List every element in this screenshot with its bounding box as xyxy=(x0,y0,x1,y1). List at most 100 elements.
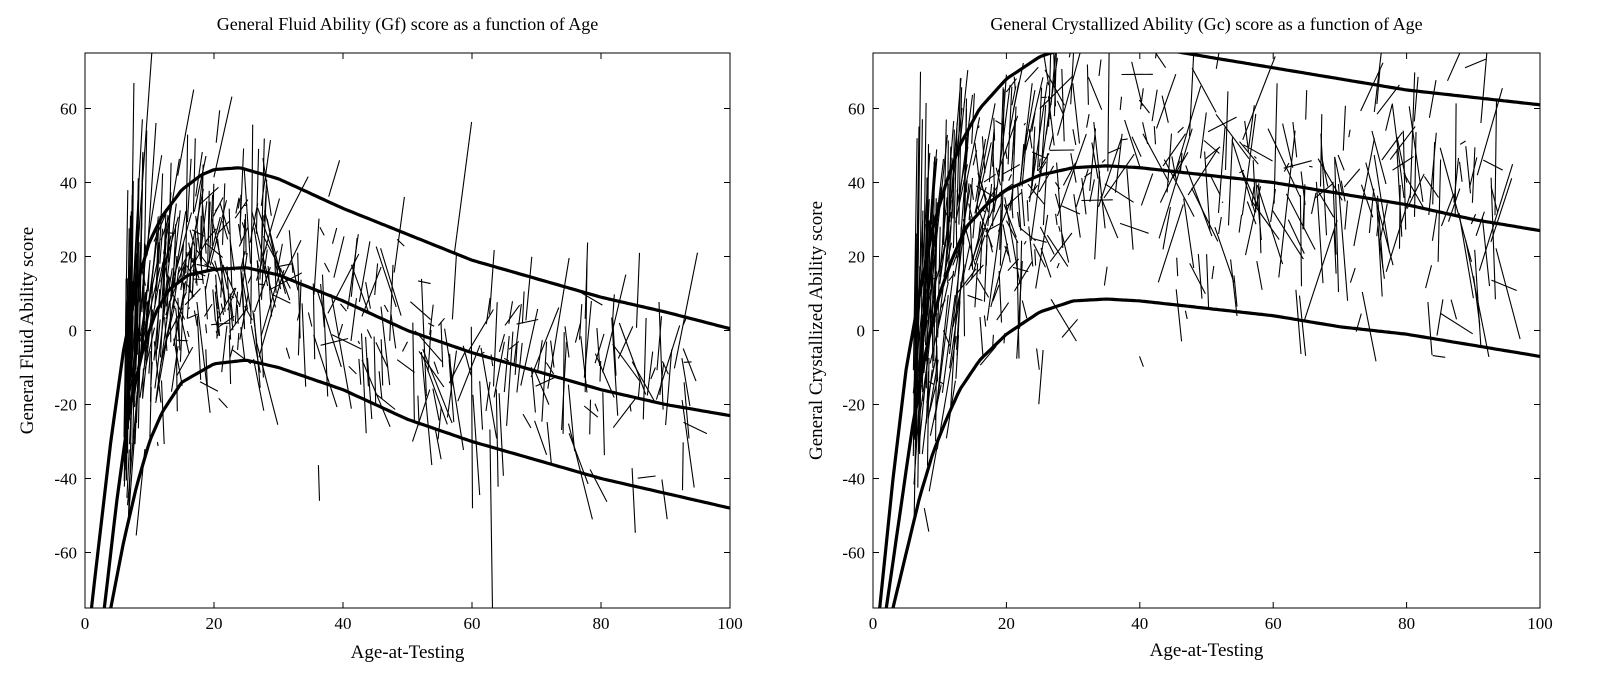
trajectory-segment xyxy=(681,442,684,491)
y-axis-label: General Fluid Ability score xyxy=(17,227,38,434)
trajectory-segment xyxy=(1348,129,1351,138)
trajectory-segment xyxy=(255,341,279,425)
trajectory-segment xyxy=(1215,53,1220,69)
trajectory-segment xyxy=(1027,183,1045,205)
trajectory-segment xyxy=(992,187,995,227)
trajectory-segment xyxy=(185,209,188,274)
trajectory-segment xyxy=(1028,82,1048,202)
trajectory-segment xyxy=(925,371,929,424)
trajectory-segment xyxy=(1100,196,1119,239)
y-tick-label: -20 xyxy=(54,396,77,415)
trajectory-segment xyxy=(241,272,246,330)
trajectory-segment xyxy=(489,429,494,608)
trajectory-segment xyxy=(205,228,217,242)
trajectory-segment xyxy=(956,301,961,356)
trajectory-segment xyxy=(194,237,198,277)
trajectory-segment xyxy=(156,319,161,350)
trajectory-segment xyxy=(467,309,494,352)
trajectory-segment xyxy=(185,251,191,292)
trajectory-segment xyxy=(1392,156,1414,171)
trajectory-segment xyxy=(937,226,941,338)
trajectory-segment xyxy=(1377,233,1385,279)
trajectory-segment xyxy=(1138,356,1144,367)
trajectory-segment xyxy=(498,393,504,476)
trajectory-segment xyxy=(1039,226,1055,255)
trajectory-segment xyxy=(1343,168,1361,188)
trajectory-segment xyxy=(1428,3,1430,17)
trajectory-segment xyxy=(999,161,1004,250)
trajectory-segment xyxy=(1185,165,1213,237)
trajectory-segment xyxy=(186,243,193,319)
trajectory-segment xyxy=(366,357,373,420)
plot-frame xyxy=(84,52,731,609)
trajectory-segment xyxy=(234,291,239,325)
trajectory-segment xyxy=(375,246,397,308)
trajectory-segment xyxy=(1056,133,1087,217)
trajectory-segment xyxy=(665,349,673,426)
trajectory-segment xyxy=(179,282,185,362)
trajectory-segment xyxy=(1038,161,1047,173)
trajectory-segment xyxy=(199,381,219,392)
trajectory-segment xyxy=(375,393,396,410)
trajectory-segment xyxy=(255,148,260,234)
mean-curve xyxy=(884,164,1540,608)
trajectory-segment xyxy=(159,228,164,264)
trajectory-segment xyxy=(187,313,198,319)
trajectory-segment xyxy=(1042,153,1049,226)
y-tick-label: 0 xyxy=(857,322,866,341)
trajectory-segment xyxy=(192,278,204,281)
trajectory-segment xyxy=(956,78,961,204)
trajectory-segment xyxy=(1373,155,1391,253)
trajectory-segment xyxy=(175,318,178,412)
trajectory-segment xyxy=(448,350,466,384)
trajectory-segment xyxy=(1158,128,1193,239)
trajectory-segment xyxy=(1238,214,1243,233)
trajectory-segment xyxy=(1086,64,1089,105)
x-tick-label: 60 xyxy=(1265,614,1282,633)
trajectory-segment xyxy=(1490,177,1496,300)
trajectory-segment xyxy=(1361,291,1377,362)
trajectory-segment xyxy=(1197,253,1203,299)
trajectory-segment xyxy=(229,239,235,271)
trajectory-segment xyxy=(155,289,161,358)
trajectory-segment xyxy=(1107,147,1122,154)
trajectory-segment xyxy=(1023,122,1026,126)
trajectory-segment xyxy=(1241,113,1257,216)
trajectory-segment xyxy=(968,203,973,220)
trajectory-segment xyxy=(434,427,442,460)
trajectory-segment xyxy=(437,317,445,326)
trajectory-segment xyxy=(1126,169,1134,250)
trajectory-segment xyxy=(1023,90,1036,154)
trajectory-segment xyxy=(188,188,204,262)
trajectory-segment xyxy=(683,382,690,439)
trajectory-segment xyxy=(215,110,221,143)
trajectory-segment xyxy=(269,272,303,291)
trajectory-segment xyxy=(1187,147,1220,196)
trajectory-segment xyxy=(970,185,974,200)
trajectory-segment xyxy=(1199,112,1207,159)
trajectory-segment xyxy=(211,183,215,246)
trajectory-segment xyxy=(472,394,481,496)
trajectory-segment xyxy=(1004,192,1022,208)
trajectory-segment xyxy=(1252,160,1257,213)
trajectory-segment xyxy=(985,222,1003,233)
trajectory-segment xyxy=(185,134,189,212)
trajectory-segment xyxy=(533,369,550,405)
trajectory-segment xyxy=(228,335,232,385)
trajectory-segment xyxy=(1204,151,1211,231)
upper-curve xyxy=(89,166,730,608)
trajectory-segment xyxy=(1049,232,1073,263)
trajectory-segment xyxy=(196,263,216,269)
trajectory-segment xyxy=(934,295,949,421)
trajectory-segment xyxy=(941,295,956,393)
trajectory-segment xyxy=(331,227,338,244)
trajectory-segment xyxy=(1017,185,1022,231)
trajectory-segment xyxy=(1298,295,1307,356)
trajectory-segment xyxy=(952,122,958,249)
trajectory-segment xyxy=(243,169,252,264)
trajectory-segment xyxy=(580,336,588,393)
trajectory-segment xyxy=(186,158,192,223)
trajectory-segment xyxy=(1033,238,1047,243)
trajectory-segment xyxy=(1179,152,1183,174)
trajectory-segment xyxy=(1211,265,1215,280)
